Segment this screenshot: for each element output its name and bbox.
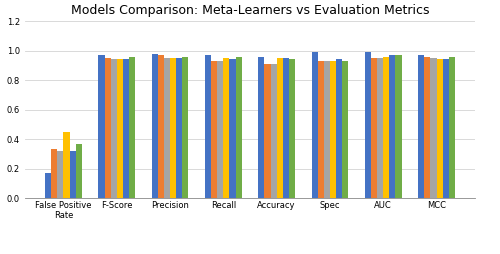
Bar (396, 55, 402, 198)
Bar (123, 59, 129, 198)
Bar (330, 61, 336, 198)
Bar (110, 59, 117, 198)
Bar (205, 55, 211, 198)
Bar (45, 173, 51, 198)
Bar (230, 59, 235, 198)
Bar (318, 61, 324, 198)
Bar (217, 61, 224, 198)
Bar (117, 59, 123, 198)
Bar (424, 56, 430, 198)
Bar (312, 52, 318, 198)
Bar (51, 149, 58, 198)
Bar (182, 56, 188, 198)
Bar (164, 58, 170, 198)
Bar (442, 59, 449, 198)
Bar (342, 61, 348, 198)
Bar (383, 56, 390, 198)
Bar (70, 151, 75, 198)
Bar (129, 56, 135, 198)
Bar (224, 58, 230, 198)
Bar (98, 55, 104, 198)
Bar (430, 58, 436, 198)
Bar (170, 58, 176, 198)
Bar (236, 56, 242, 198)
Bar (436, 59, 442, 198)
Bar (152, 54, 158, 198)
Bar (449, 56, 455, 198)
Bar (418, 55, 424, 198)
Bar (390, 55, 396, 198)
Bar (336, 59, 342, 198)
Bar (58, 151, 64, 198)
Bar (377, 58, 383, 198)
Bar (176, 58, 182, 198)
Bar (104, 58, 110, 198)
Bar (365, 52, 371, 198)
Bar (324, 61, 330, 198)
Bar (264, 64, 270, 198)
Bar (270, 64, 276, 198)
Bar (276, 58, 283, 198)
Bar (64, 132, 70, 198)
Bar (283, 58, 289, 198)
Bar (289, 59, 295, 198)
Bar (371, 58, 377, 198)
Bar (158, 55, 164, 198)
Bar (211, 61, 217, 198)
Title: Models Comparison: Meta-Learners vs Evaluation Metrics: Models Comparison: Meta-Learners vs Eval… (70, 4, 429, 17)
Bar (76, 144, 82, 198)
Bar (258, 56, 264, 198)
